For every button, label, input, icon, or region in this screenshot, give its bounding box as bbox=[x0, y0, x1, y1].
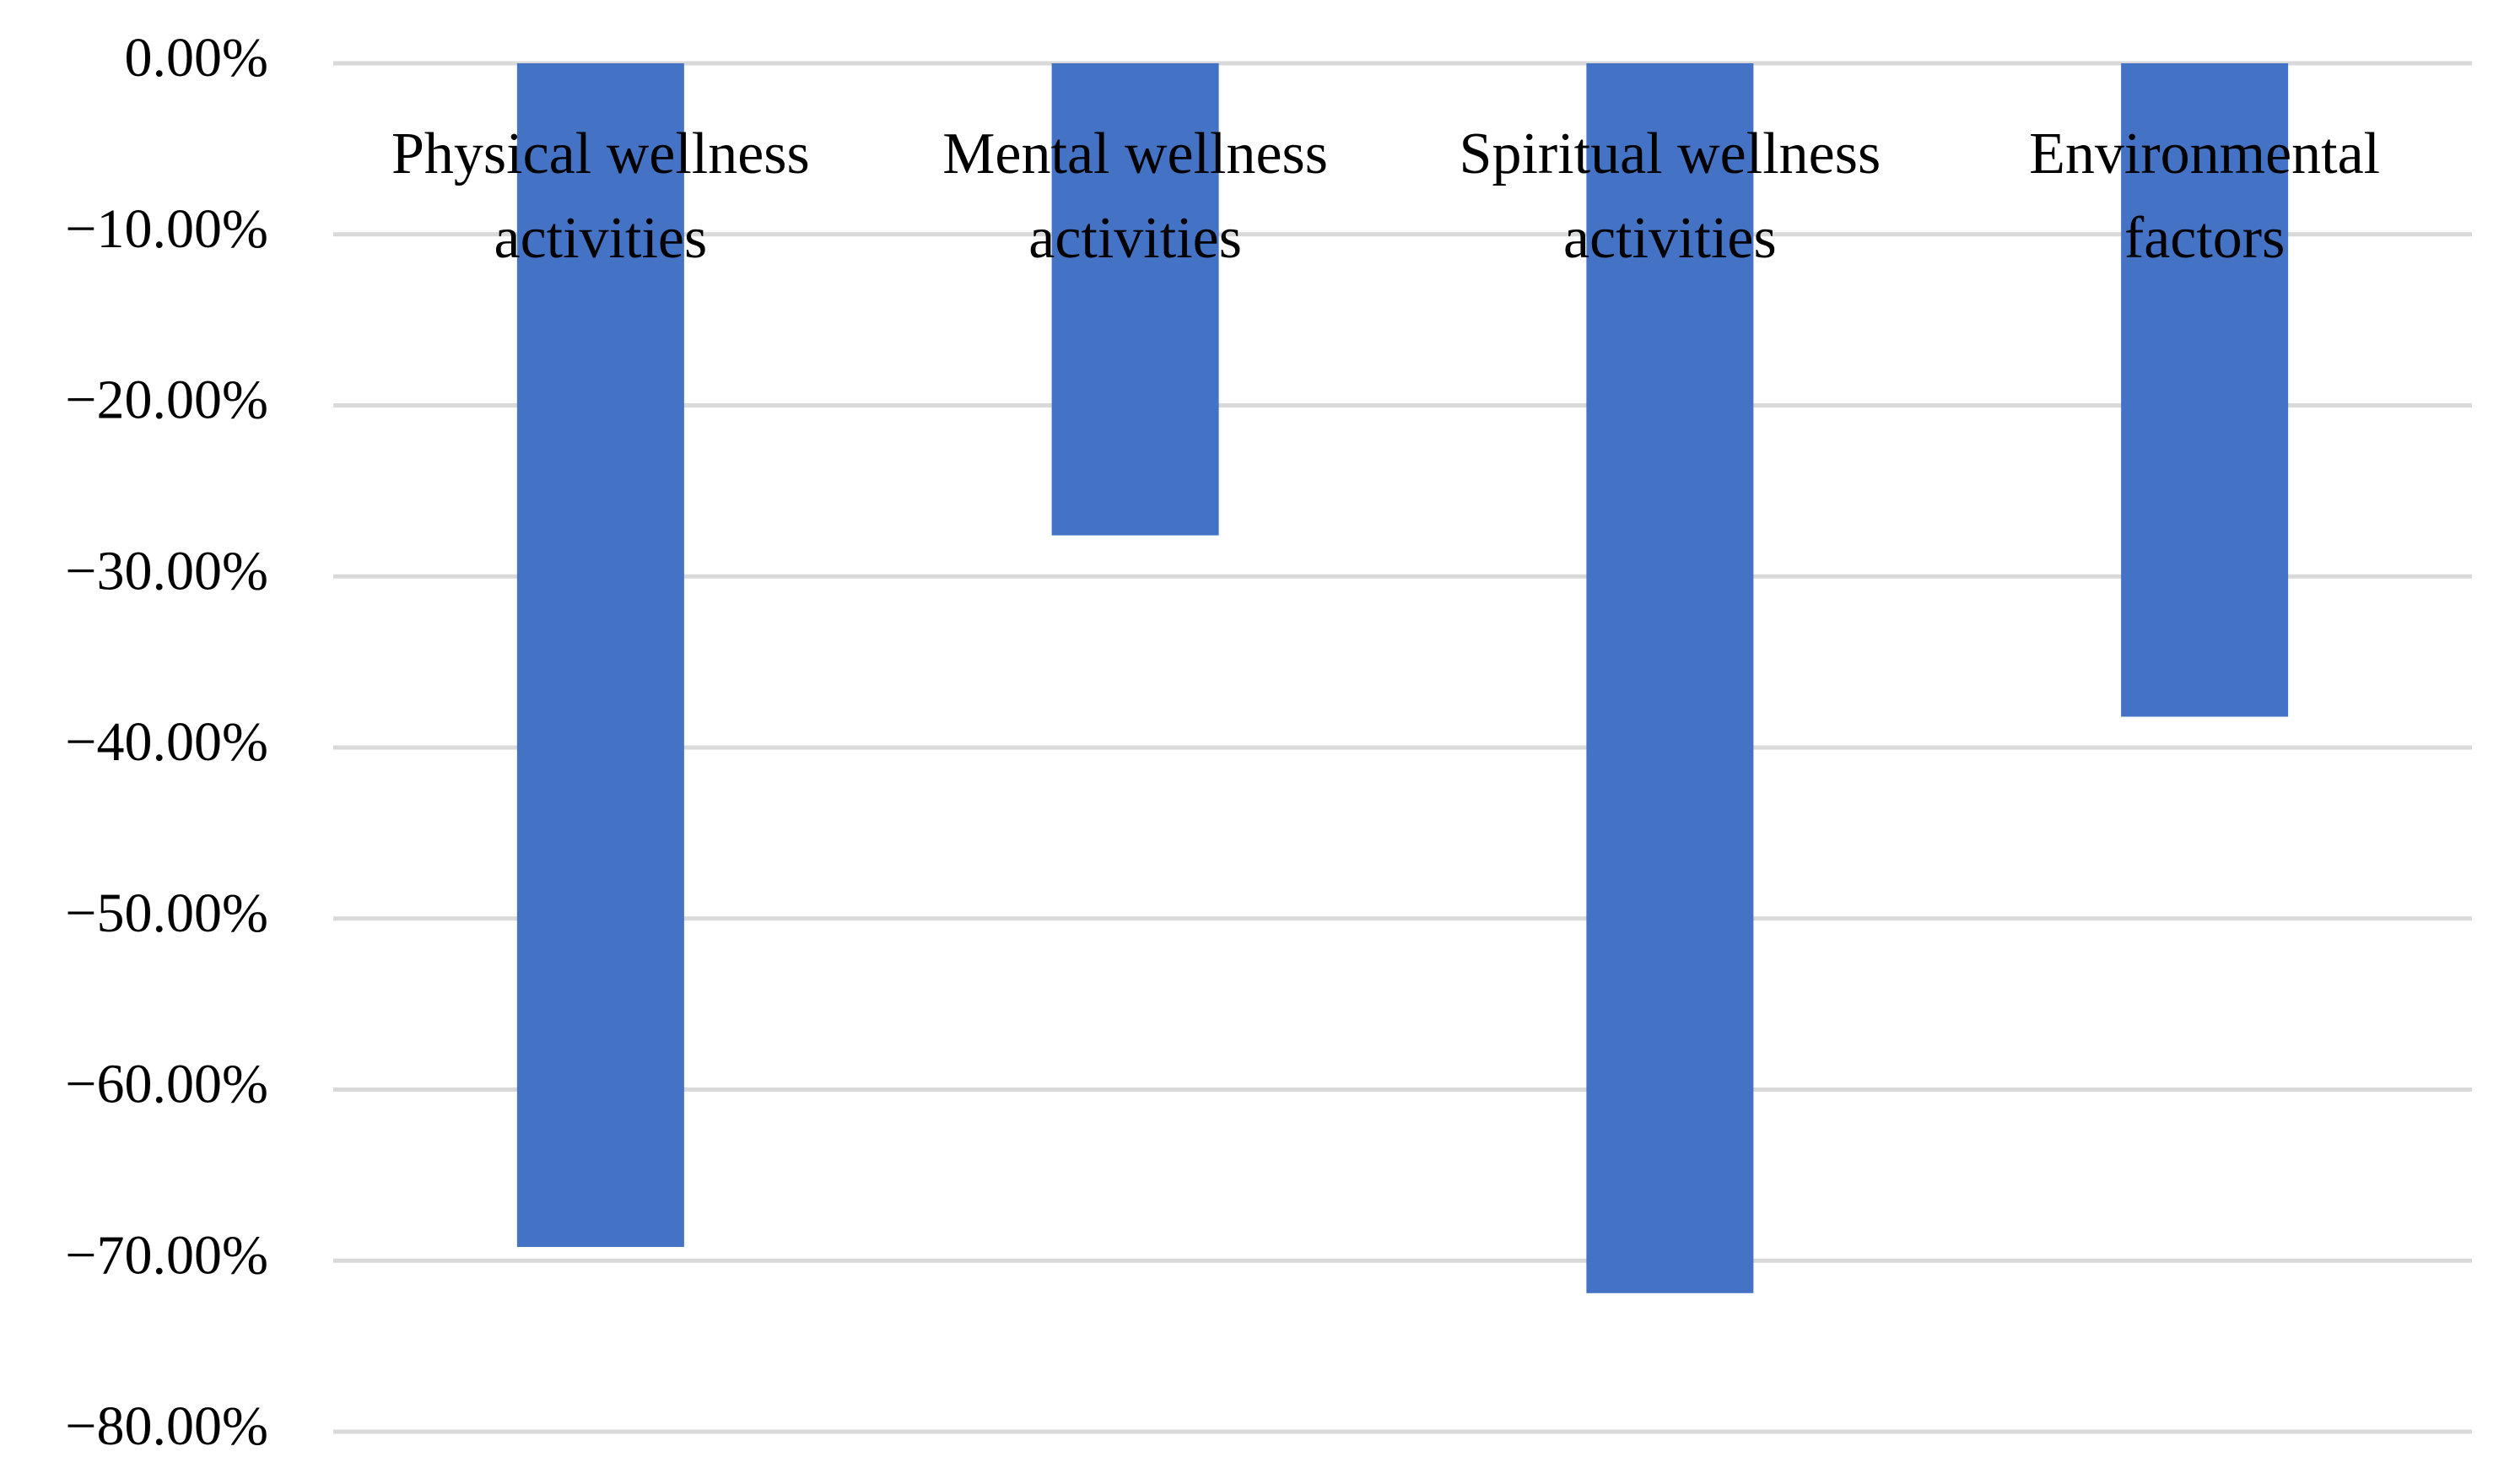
category-label: Spiritual wellness activities bbox=[1460, 121, 1881, 271]
category-label-line: activities bbox=[1028, 206, 1242, 271]
category-label-line: activities bbox=[1563, 206, 1777, 271]
bar bbox=[2121, 63, 2289, 717]
category-label: Environmental factors bbox=[2029, 121, 2380, 271]
bar bbox=[1586, 63, 1754, 1293]
y-tick-label: −60.00% bbox=[65, 1054, 268, 1115]
category-label-line: Spiritual wellness bbox=[1460, 121, 1881, 186]
category-label: Mental wellness activities bbox=[942, 121, 1328, 271]
bars bbox=[516, 63, 2289, 1293]
bar bbox=[516, 63, 684, 1248]
category-label-line: activities bbox=[494, 206, 708, 271]
y-tick-label: −30.00% bbox=[65, 540, 268, 602]
gridlines bbox=[333, 61, 2472, 1434]
y-tick-label: −80.00% bbox=[65, 1395, 268, 1457]
y-tick-label: −20.00% bbox=[65, 370, 268, 431]
y-axis-tick-labels: 0.00% −10.00% −20.00% −30.00% −40.00% −50.00%… bbox=[65, 27, 268, 1457]
category-label-line: Physical wellness bbox=[391, 121, 810, 186]
bar bbox=[1051, 63, 1219, 536]
y-tick-label: −10.00% bbox=[65, 198, 268, 260]
category-label-line: factors bbox=[2124, 206, 2285, 271]
category-label: Physical wellness activities bbox=[391, 121, 810, 271]
y-tick-label: 0.00% bbox=[125, 27, 268, 89]
y-tick-label: −40.00% bbox=[65, 711, 268, 773]
category-label-line: Mental wellness bbox=[942, 121, 1328, 186]
y-tick-label: −50.00% bbox=[65, 882, 268, 944]
y-tick-label: −70.00% bbox=[65, 1224, 268, 1286]
category-label-line: Environmental bbox=[2029, 121, 2380, 186]
